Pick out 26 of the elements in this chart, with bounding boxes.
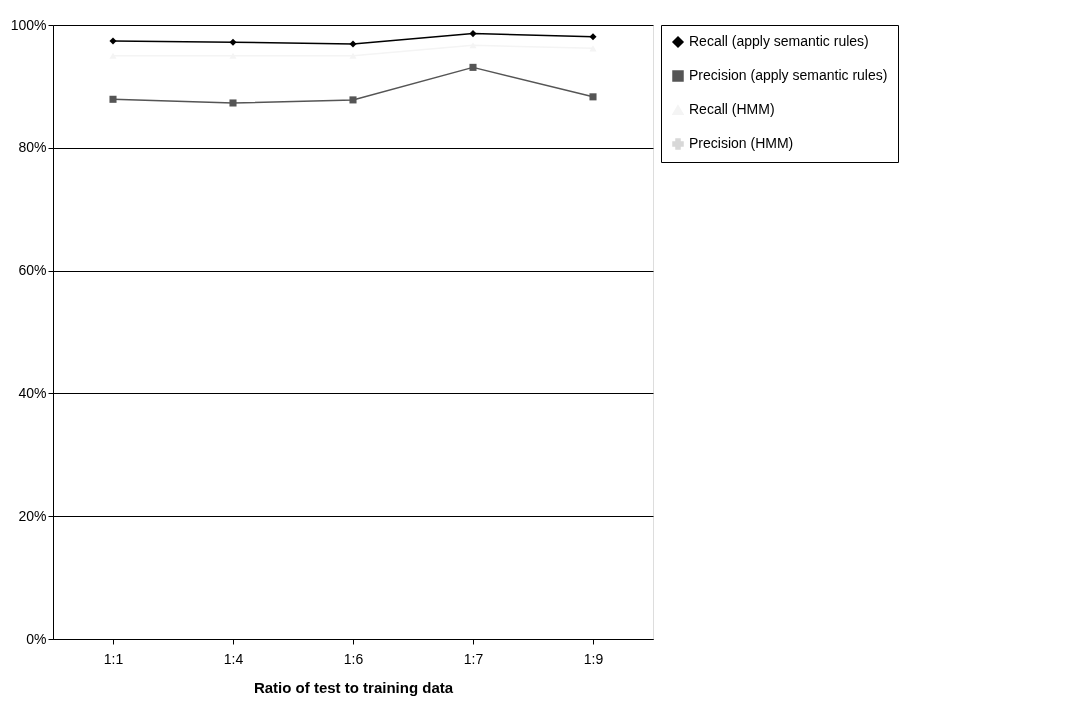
point [349, 96, 357, 104]
point [469, 30, 477, 38]
point [589, 93, 597, 101]
x-axis-title: Ratio of test to training data [253, 678, 454, 696]
point [589, 33, 597, 41]
legend-label: Precision (HMM) [689, 135, 794, 151]
y-tick-label: 20% [18, 507, 47, 524]
x-tick-label: 1:6 [343, 650, 364, 667]
x-tick-label: 1:9 [583, 650, 604, 667]
point [229, 38, 237, 46]
y-tick-label: 0% [26, 630, 47, 647]
x-tick-label: 1:1 [103, 650, 124, 667]
y-tick-label: 40% [18, 384, 47, 401]
legend-label: Precision (apply semantic rules) [689, 67, 888, 83]
y-tick-label: 80% [18, 139, 47, 156]
point [109, 95, 117, 103]
legend-label: Recall (HMM) [689, 101, 775, 117]
point [109, 37, 117, 45]
point [229, 99, 237, 107]
point [349, 40, 357, 48]
x-tick-label: 1:7 [463, 650, 484, 667]
y-tick-label: 100% [10, 16, 47, 33]
x-tick-label: 1:4 [223, 650, 244, 667]
legend-label: Recall (apply semantic rules) [689, 33, 869, 49]
point [469, 63, 477, 71]
y-tick-label: 60% [18, 262, 47, 279]
